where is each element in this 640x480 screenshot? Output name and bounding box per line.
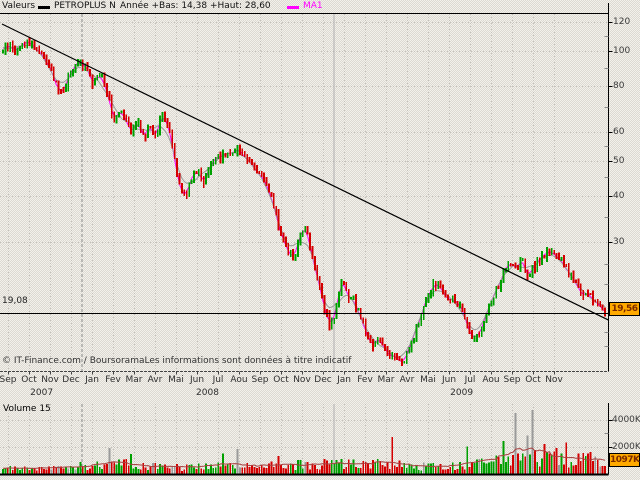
ma1-label: MA1 [303,1,323,11]
x-axis-month-label: Avr [147,375,163,385]
x-axis-month-label: Sep [503,375,521,385]
x-axis-month-label: Mar [377,375,395,385]
price-axis-tick-label: 120 [613,17,631,27]
x-axis-month-label: Dec [314,375,332,385]
price-axis-tick-label: 30 [613,237,625,247]
price-axis-tick-label: 50 [613,156,625,166]
x-axis-month-label: Nov [545,375,563,385]
price-axis-tick-label: 80 [613,81,625,91]
x-axis-month-label: Mar [125,375,143,385]
x-axis-month-label: Jul [212,375,224,385]
x-axis-month-label: Fev [357,375,373,385]
x-axis-month-label: Aou [230,375,248,385]
price-axis-tick-label: 60 [613,127,625,137]
hline-price-label: 19,08 [2,296,28,306]
x-axis-year-label: 2008 [196,388,219,398]
x-axis-month-label: Avr [399,375,415,385]
x-axis-month-label: Oct [273,375,289,385]
last-price-badge: 19,56 [609,302,640,316]
volume-axis-tick-label: 4000K [612,415,640,425]
symbol-legend-swatch-icon [38,6,50,9]
x-axis-year-label: 2007 [30,388,54,398]
volume-pane-label: Volume 15 [3,404,51,414]
x-axis-month-label: Nov [41,375,59,385]
x-axis-month-label: Sep [251,375,269,385]
x-axis-month-label: Sep [0,375,17,385]
symbol-name: PETROPLUS N [54,1,116,11]
x-axis-month-label: Jul [464,375,476,385]
x-axis-month-label: Aou [482,375,500,385]
x-axis-month-label: Jun [189,375,205,385]
x-axis-month-label: Nov [293,375,311,385]
x-axis-year-label: 2009 [450,388,474,398]
x-axis-month-label: Jan [85,375,99,385]
x-axis-month-label: Oct [525,375,541,385]
year-range-info: Année +Bas: 14,38 +Haut: 28,60 [120,1,271,11]
ma1-legend-swatch-icon [287,6,299,9]
x-axis-month-label: Fev [105,375,121,385]
price-axis-tick-label: 100 [613,46,631,56]
volume-axis-tick-label: 2000K [612,442,640,452]
price-axis-tick-label: 40 [613,191,625,201]
x-axis-month-label: Jun [441,375,457,385]
values-label: Valeurs [2,1,36,11]
copyright-note: © IT-Finance.com / BoursoramaLes informa… [2,356,352,366]
x-axis-month-label: Mai [168,375,184,385]
x-axis-month-label: Jan [337,375,351,385]
x-axis-month-label: Oct [21,375,37,385]
x-axis-month-label: Dec [62,375,80,385]
last-volume-badge: 1097K [609,453,640,467]
x-axis-month-label: Mai [420,375,436,385]
